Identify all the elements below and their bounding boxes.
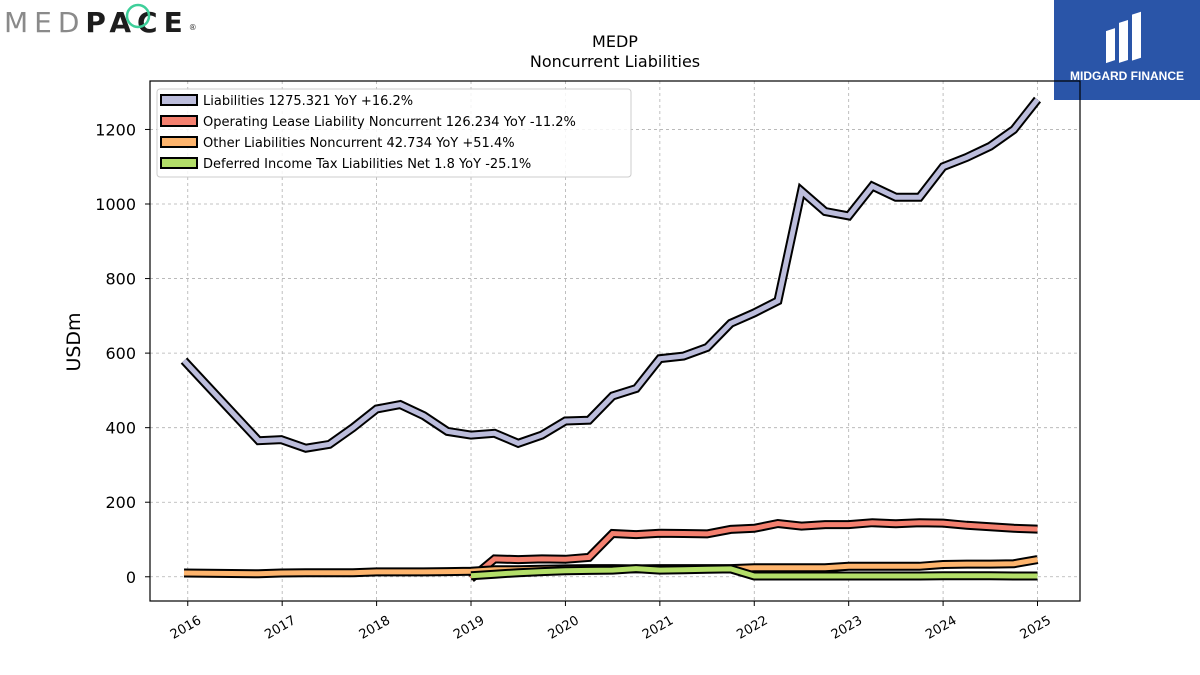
legend-label: Liabilities 1275.321 YoY +16.2% <box>203 94 413 109</box>
series-stroke <box>182 98 1040 451</box>
y-tick-label: 600 <box>105 344 136 363</box>
midgard-finance-logo: MIDGARD FINANCE <box>1054 0 1200 100</box>
series-stroke <box>469 520 1038 581</box>
x-tick-label: 2019 <box>451 613 487 643</box>
midgard-emblem-icon <box>1106 11 1141 64</box>
y-tick-label: 1000 <box>95 195 136 214</box>
legend-label: Operating Lease Liability Noncurrent 126… <box>203 115 576 130</box>
midgard-brand-text: MIDGARD FINANCE <box>1070 69 1184 83</box>
series-line-1 <box>468 518 1038 583</box>
series-stroke <box>470 566 1038 579</box>
series-line-0 <box>180 96 1042 453</box>
legend-swatch <box>160 115 198 127</box>
y-axis-label: USDm <box>63 312 85 371</box>
plot-frame <box>149 80 1081 602</box>
legend-label: Other Liabilities Noncurrent 42.734 YoY … <box>203 136 515 151</box>
series-line-3 <box>470 564 1038 581</box>
legend-swatch <box>160 157 198 169</box>
x-tick-label: 2022 <box>734 613 770 643</box>
circle-swoosh-icon <box>125 3 151 29</box>
chart-subtitle: Noncurrent Liabilities <box>530 52 700 71</box>
legend-swatch <box>160 136 198 148</box>
legend-label: Deferred Income Tax Liabilities Net 1.8 … <box>203 157 531 172</box>
medpace-logo: MEDPACE® <box>4 6 197 39</box>
y-tick-label: 0 <box>126 568 136 587</box>
logo-text-dark: PACE <box>85 6 189 39</box>
x-tick-label: 2017 <box>262 613 298 643</box>
x-tick-label: 2024 <box>923 613 959 643</box>
legend-box <box>156 88 632 178</box>
y-tick-label: 800 <box>105 270 136 289</box>
x-tick-label: 2020 <box>546 613 582 643</box>
x-tick-label: 2025 <box>1018 613 1054 643</box>
x-tick-label: 2021 <box>640 613 676 643</box>
y-tick-label: 200 <box>105 493 136 512</box>
y-tick-label: 1200 <box>95 120 136 139</box>
y-tick-label: 400 <box>105 419 136 438</box>
x-tick-label: 2016 <box>168 613 204 643</box>
x-tick-label: 2018 <box>357 613 393 643</box>
legend: Liabilities 1275.321 YoY +16.2% Operating… <box>156 88 632 178</box>
chart-title: MEDP <box>592 32 638 51</box>
x-tick-label: 2023 <box>829 613 865 643</box>
logo-text-light: MED <box>4 6 86 39</box>
legend-swatch <box>160 94 198 106</box>
